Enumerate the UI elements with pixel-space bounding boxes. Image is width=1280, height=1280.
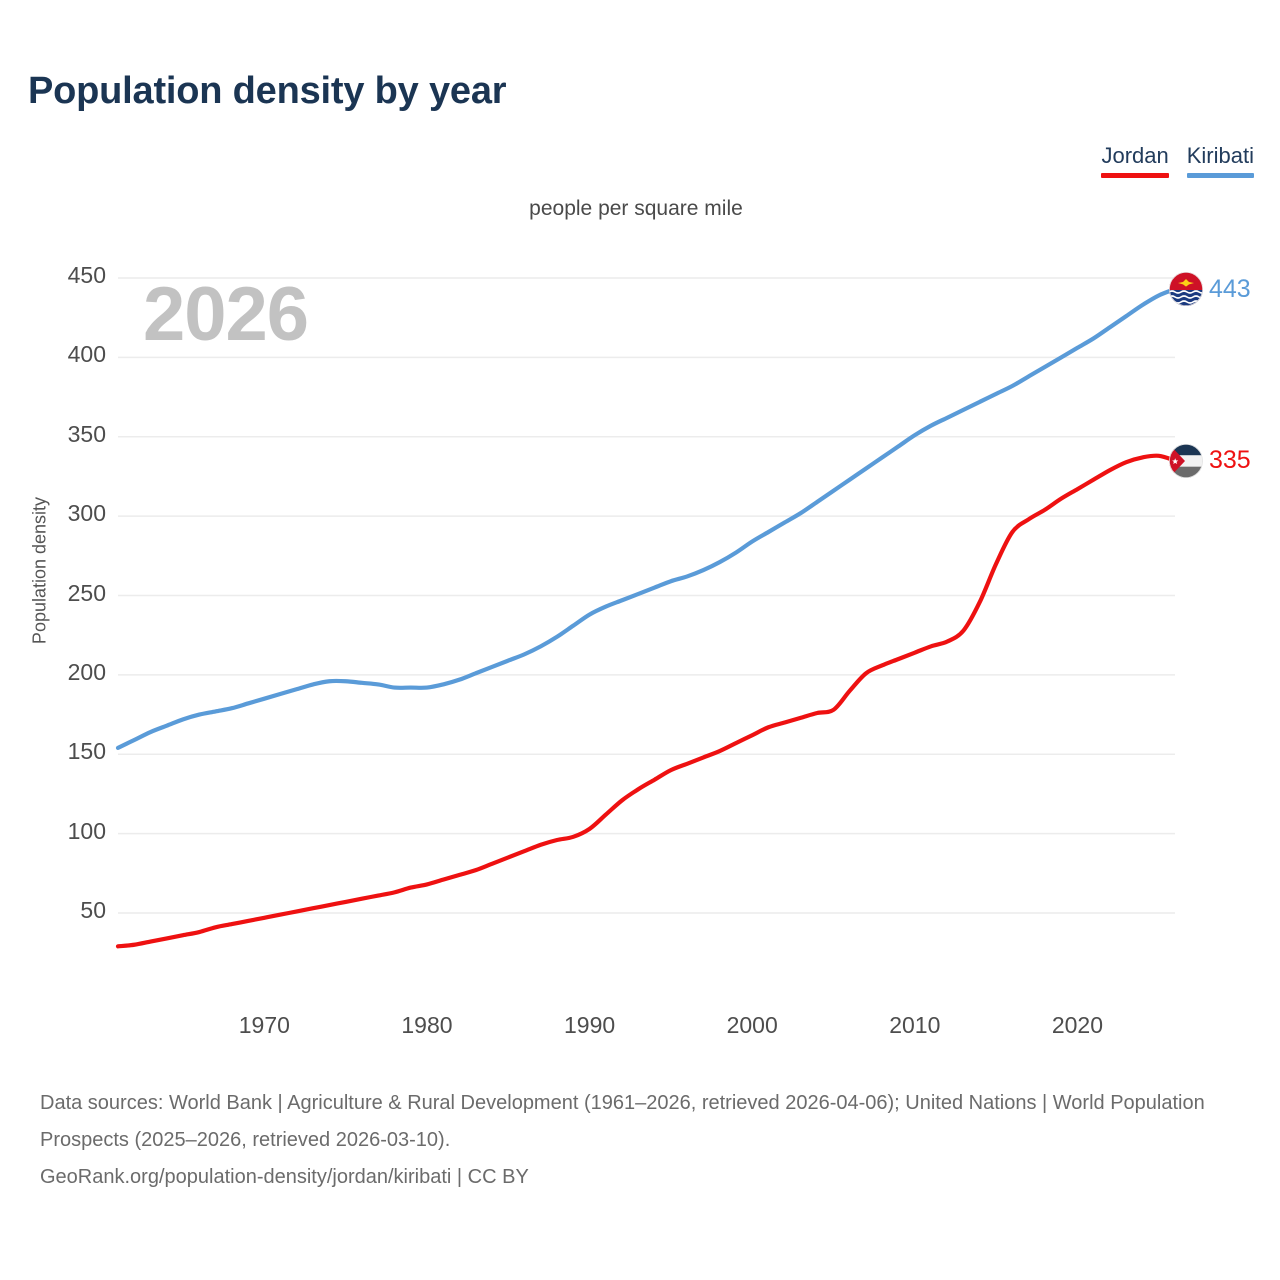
chart-canvas [115, 277, 1178, 949]
chart-subtitle: people per square mile [0, 197, 1280, 221]
endpoint-value-kiribati: 443 [1209, 274, 1251, 303]
y-axis-tick-label: 300 [67, 500, 106, 527]
legend-color-swatch-jordan [1101, 173, 1169, 178]
jordan-flag-icon [1169, 443, 1203, 478]
footer-sources: Data sources: World Bank | Agriculture &… [40, 1085, 1255, 1196]
endpoint-label-kiribati: 443 [1169, 272, 1251, 307]
footer-line-attribution: GeoRank.org/population-density/jordan/ki… [40, 1166, 529, 1188]
y-axis-tick-label: 450 [67, 262, 106, 288]
legend-item-kiribati[interactable]: Kiribati [1186, 143, 1254, 178]
legend-color-swatch-kiribati [1186, 173, 1254, 178]
year-watermark: 2026 [143, 272, 309, 357]
x-axis-tick-label: 1990 [563, 1012, 616, 1038]
y-axis-tick-label: 50 [80, 897, 106, 923]
footer-line-datasources: Data sources: World Bank | Agriculture &… [40, 1092, 1205, 1151]
y-axis-tick-label: 150 [67, 738, 106, 765]
chart-subtitle-text: people per square mile [529, 197, 743, 220]
legend-label-kiribati: Kiribati [1186, 143, 1254, 168]
y-axis-tick-label: 250 [67, 579, 106, 606]
x-axis-tick-label: 1980 [401, 1012, 453, 1038]
series-line-jordan [115, 453, 1178, 949]
endpoint-label-jordan: 335 [1169, 443, 1251, 478]
chart-legend: Jordan Kiribati [1101, 143, 1254, 178]
series-line-kiribati [115, 287, 1178, 750]
x-axis-tick-label: 2000 [726, 1012, 778, 1038]
y-axis-tick-label: 400 [67, 341, 106, 368]
y-axis-tick-label: 100 [67, 817, 106, 844]
endpoint-value-jordan: 335 [1209, 446, 1251, 475]
plot-area [115, 277, 1178, 949]
x-axis-tick-label: 2020 [1051, 1012, 1103, 1038]
kiribati-flag-icon [1169, 272, 1203, 307]
x-axis-tick-label: 2010 [889, 1012, 941, 1038]
legend-label-jordan: Jordan [1101, 143, 1169, 168]
page-title: Population density by year [28, 70, 507, 112]
legend-item-jordan[interactable]: Jordan [1101, 143, 1169, 178]
y-axis-tick-label: 200 [67, 658, 106, 685]
x-axis-tick-label: 1970 [238, 1012, 290, 1038]
y-axis-tick-label: 350 [67, 420, 106, 447]
